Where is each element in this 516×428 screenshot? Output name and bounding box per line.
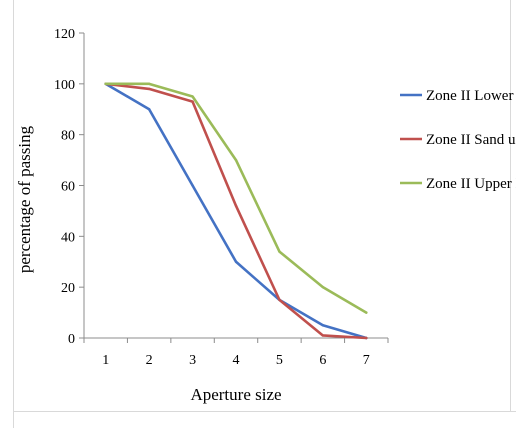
x-tick-label: 6 xyxy=(319,353,326,368)
series-3-point xyxy=(365,311,368,314)
legend-label-3: Zone II Upper Limit xyxy=(426,176,516,192)
y-tick-label: 40 xyxy=(61,230,75,245)
y-tick-label: 100 xyxy=(54,78,75,93)
series-2-point xyxy=(147,87,151,91)
series-3-point xyxy=(234,158,238,162)
chart-axes xyxy=(83,33,388,339)
x-tick-label: 1 xyxy=(102,353,109,368)
series-line-1 xyxy=(104,82,368,340)
series-3-point xyxy=(191,95,194,98)
series-1-point xyxy=(191,184,194,187)
y-axis-title: percentage of passing xyxy=(15,125,34,273)
legend: Zone II Lower Limit Zone II Sand used Zone… xyxy=(400,88,516,192)
tick-layer: 0 20 40 60 80 100 120 1 2 3 4 5 6 7 xyxy=(54,27,389,368)
series-line-2 xyxy=(104,82,368,340)
x-tick-label: 4 xyxy=(233,353,240,368)
y-tick-label: 80 xyxy=(61,129,75,144)
x-tick-label: 3 xyxy=(189,353,196,368)
series-3-point xyxy=(104,82,107,86)
series-2-point xyxy=(365,336,368,340)
x-tick-label: 5 xyxy=(276,353,283,368)
series-2-point xyxy=(278,298,281,302)
x-axis-title: Aperture size xyxy=(190,385,281,404)
series-2-point xyxy=(234,204,238,208)
y-tick-label: 0 xyxy=(68,332,75,347)
series-3-point xyxy=(147,82,151,86)
series-2-point xyxy=(321,334,325,337)
series-1-point xyxy=(234,260,238,263)
x-tick-label: 7 xyxy=(363,353,370,368)
series-2-point xyxy=(191,100,194,103)
frame-border-right xyxy=(510,0,511,411)
legend-label-1: Zone II Lower Limit xyxy=(426,88,516,104)
series-line-3 xyxy=(104,82,368,314)
series-3-point xyxy=(321,285,325,289)
series-1-point xyxy=(147,108,151,111)
x-tick-label: 2 xyxy=(146,353,153,368)
y-tick-label: 120 xyxy=(54,27,75,42)
y-tick-label: 20 xyxy=(61,281,75,296)
series-3-point xyxy=(278,250,281,253)
frame-border-bottom xyxy=(13,411,516,412)
series-1-point xyxy=(321,324,325,327)
legend-label-2: Zone II Sand used xyxy=(426,132,516,148)
y-tick-label: 60 xyxy=(61,180,75,195)
series-layer xyxy=(104,82,368,340)
frame-border-left xyxy=(13,0,14,428)
